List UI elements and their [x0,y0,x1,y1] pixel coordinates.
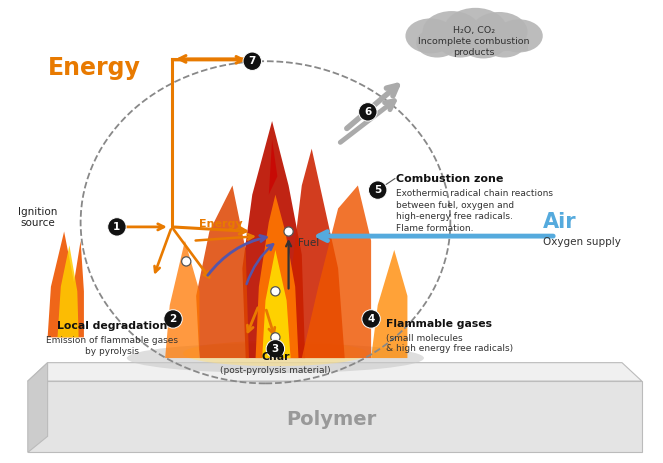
Circle shape [416,28,458,57]
Text: 5: 5 [374,185,381,195]
Polygon shape [371,250,408,358]
Ellipse shape [271,287,280,296]
Ellipse shape [127,343,424,373]
Text: 1: 1 [113,222,121,232]
Text: H₂O, CO₂
Incomplete combustion
products: H₂O, CO₂ Incomplete combustion products [418,26,530,57]
Text: Energy: Energy [48,56,141,80]
Polygon shape [262,250,290,358]
Text: Ignition
source: Ignition source [18,207,58,229]
Polygon shape [196,186,249,358]
Circle shape [483,28,526,57]
Ellipse shape [369,181,387,199]
Circle shape [438,26,483,57]
Text: (post-pyrolysis material): (post-pyrolysis material) [220,366,331,375]
Polygon shape [302,186,371,358]
Text: Polymer: Polymer [286,410,377,429]
Polygon shape [48,232,84,338]
Ellipse shape [164,310,182,328]
Polygon shape [243,121,305,358]
Polygon shape [28,363,642,381]
Polygon shape [285,149,345,358]
Text: Char: Char [261,352,290,362]
Polygon shape [165,241,200,358]
Text: Combustion zone: Combustion zone [396,174,504,183]
Text: 7: 7 [249,56,256,66]
Ellipse shape [359,103,377,121]
Text: (small molecules
& high energy free radicals): (small molecules & high energy free radi… [386,334,512,353]
Polygon shape [418,40,528,50]
Polygon shape [269,139,277,194]
Text: 4: 4 [367,314,375,324]
Polygon shape [28,363,48,452]
Ellipse shape [284,227,293,236]
Circle shape [422,11,481,51]
Text: Exothermic radical chain reactions
between fuel, oxygen and
high-energy free rad: Exothermic radical chain reactions betwe… [396,189,553,232]
Circle shape [459,25,507,58]
Text: Air: Air [543,213,576,232]
Circle shape [444,8,507,52]
Text: Oxygen supply: Oxygen supply [543,237,621,247]
Text: Emission of flammable gases
by pyrolysis: Emission of flammable gases by pyrolysis [46,337,178,356]
Text: Fuel: Fuel [298,238,320,248]
Ellipse shape [183,341,368,366]
Circle shape [406,19,455,53]
Ellipse shape [362,310,381,328]
Ellipse shape [243,52,261,70]
Ellipse shape [107,218,126,236]
Circle shape [471,12,528,51]
Text: 3: 3 [272,344,279,354]
Ellipse shape [271,333,280,342]
Text: Local degradation: Local degradation [57,321,168,331]
Text: Energy: Energy [200,219,243,229]
Text: 2: 2 [170,314,176,324]
Text: Flammable gases: Flammable gases [386,319,492,329]
Text: 6: 6 [364,107,371,117]
Circle shape [495,19,543,52]
Ellipse shape [266,340,284,358]
Polygon shape [28,381,642,452]
Ellipse shape [182,257,191,266]
Polygon shape [58,245,79,338]
Polygon shape [255,194,298,358]
